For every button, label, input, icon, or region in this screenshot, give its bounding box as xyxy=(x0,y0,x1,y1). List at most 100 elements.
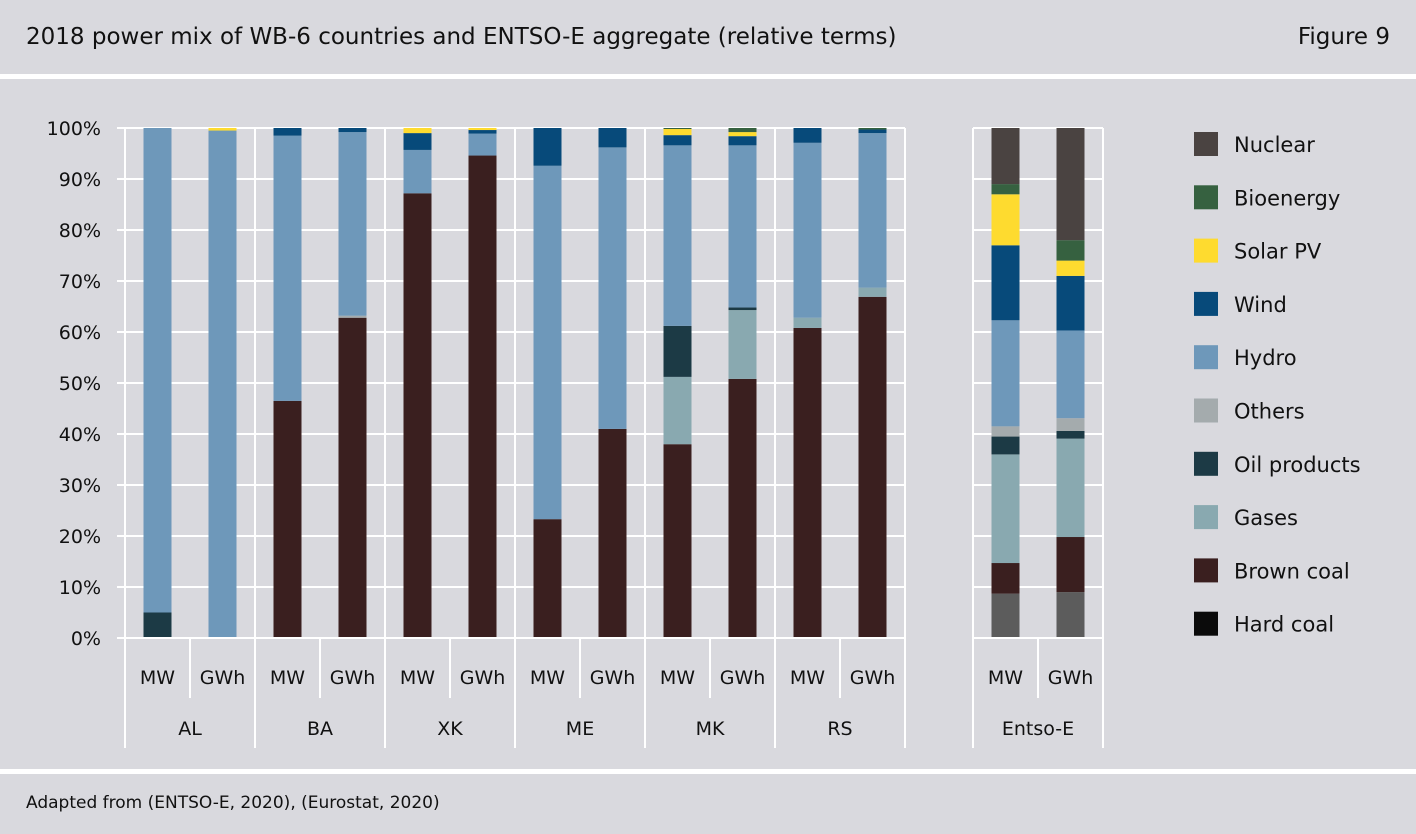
bar-segment-entso-e-gwh-hydro xyxy=(1056,330,1085,419)
legend-swatch-oil-products xyxy=(1194,451,1218,476)
bar-segment-entso-e-gwh-solar-pv xyxy=(1056,260,1085,276)
bar-segment-entso-e-mw-solar-pv xyxy=(991,194,1020,246)
bar-segment-rs-gwh-brown-coal xyxy=(858,296,887,638)
bar-segment-entso-e-gwh-oil-products xyxy=(1056,430,1085,439)
x-tick-label: GWh xyxy=(720,667,766,689)
bar-segment-ba-mw-brown-coal xyxy=(273,400,302,638)
legend-label: Nuclear xyxy=(1234,133,1315,157)
x-tick-label: MW xyxy=(660,667,695,689)
bar-segment-al-gwh-hydro xyxy=(208,130,237,639)
group-label: XK xyxy=(437,718,463,740)
legend-swatch-solar-pv xyxy=(1194,238,1218,263)
bar-segment-xk-gwh-hydro xyxy=(468,133,497,156)
bar-segment-rs-gwh-bioenergy xyxy=(858,128,887,130)
y-tick-label: 20% xyxy=(59,526,101,548)
group-label: BA xyxy=(307,718,333,740)
bar-segment-mk-mw-wind xyxy=(663,135,692,146)
bar-segment-rs-gwh-gases xyxy=(858,287,887,297)
chart-header: 2018 power mix of WB-6 countries and ENT… xyxy=(0,0,1416,74)
bar-segment-xk-gwh-solar-pv xyxy=(468,128,497,131)
legend-swatch-others xyxy=(1194,398,1218,423)
bar-segment-me-gwh-brown-coal xyxy=(598,428,627,638)
legend-label: Oil products xyxy=(1234,453,1361,477)
axes xyxy=(117,127,1104,748)
legend-swatch-hydro xyxy=(1194,345,1218,370)
y-tick-label: 40% xyxy=(59,424,101,446)
legend: Nuclear Bioenergy Solar PV Wind Hydro Others O… xyxy=(1194,132,1361,637)
bar-segment-mk-gwh-bioenergy xyxy=(728,128,757,133)
y-tick-label: 60% xyxy=(59,322,101,344)
bar-segment-rs-mw-hydro xyxy=(793,142,822,318)
bar-segment-rs-mw-brown-coal xyxy=(793,327,822,638)
bar-segment-entso-e-mw-gases xyxy=(991,454,1020,564)
y-tick-label: 90% xyxy=(59,169,101,191)
legend-swatch-nuclear xyxy=(1194,132,1218,156)
group-label: AL xyxy=(178,718,202,740)
bar-segment-ba-mw-hydro xyxy=(273,135,302,401)
bar-segment-mk-gwh-hydro xyxy=(728,145,757,308)
x-tick-label: MW xyxy=(988,667,1023,689)
bar-segment-mk-gwh-solar-pv xyxy=(728,132,757,137)
bar-segment-me-mw-hydro xyxy=(533,165,562,520)
bar-segment-entso-e-gwh-wind xyxy=(1056,275,1085,331)
legend-swatch-wind xyxy=(1194,291,1218,316)
bar-segment-me-mw-brown-coal xyxy=(533,519,562,638)
x-tick-label: GWh xyxy=(1048,667,1094,689)
legend-swatch-bioenergy xyxy=(1194,185,1218,210)
group-label: MK xyxy=(696,718,725,740)
bar-segment-xk-gwh-wind xyxy=(468,130,497,134)
bar-segment-entso-e-gwh-nuclear xyxy=(1056,128,1085,241)
legend-label: Others xyxy=(1234,400,1305,424)
x-tick-label: MW xyxy=(140,667,175,689)
bar-segment-mk-mw-oil-products xyxy=(663,325,692,377)
bar-segment-ba-mw-wind xyxy=(273,128,302,136)
bar-segment-entso-e-gwh-brown-coal xyxy=(1056,537,1085,593)
bar-segment-xk-mw-brown-coal xyxy=(403,193,432,638)
bar-segment-rs-mw-gases xyxy=(793,317,822,328)
x-tick-label: MW xyxy=(530,667,565,689)
bar-segment-entso-e-gwh-gases xyxy=(1056,438,1085,538)
legend-label: Hydro xyxy=(1234,346,1297,370)
bar-segment-al-mw-oil-products xyxy=(143,612,172,638)
group-label: RS xyxy=(827,718,852,740)
bar-segment-entso-e-mw-bioenergy xyxy=(991,184,1020,195)
legend-label: Solar PV xyxy=(1234,240,1322,264)
bar-segment-al-gwh-solar-pv xyxy=(208,128,237,131)
source-note: Adapted from (ENTSO-E, 2020), (Eurostat,… xyxy=(26,793,440,813)
chart-title: 2018 power mix of WB-6 countries and ENT… xyxy=(26,24,897,50)
y-axis-tick-labels: 0% 10% 20% 30% 40% 50% 60% 70% 80% 90% 100% xyxy=(47,118,101,650)
y-tick-label: 80% xyxy=(59,220,101,242)
bar-segment-entso-e-mw-hydro xyxy=(991,320,1020,427)
x-tick-label: MW xyxy=(270,667,305,689)
legend-label: Bioenergy xyxy=(1234,186,1340,210)
bar-segment-me-gwh-wind xyxy=(598,128,627,148)
legend-label: Brown coal xyxy=(1234,559,1350,583)
bar-segment-xk-mw-hydro xyxy=(403,149,432,194)
legend-label: Hard coal xyxy=(1234,613,1334,637)
y-tick-label: 70% xyxy=(59,271,101,293)
x-tick-label: GWh xyxy=(330,667,376,689)
x-tick-label: GWh xyxy=(590,667,636,689)
y-tick-label: 30% xyxy=(59,475,101,497)
bar-segment-ba-gwh-wind xyxy=(338,128,367,133)
bar-segment-mk-mw-gases xyxy=(663,376,692,445)
x-tick-label: GWh xyxy=(200,667,246,689)
y-tick-label: 50% xyxy=(59,373,101,395)
legend-label: Wind xyxy=(1234,293,1287,317)
legend-label: Gases xyxy=(1234,506,1298,530)
x-tick-label: MW xyxy=(790,667,825,689)
bar-segment-entso-e-mw-lignite-base xyxy=(991,593,1020,638)
bar-segment-entso-e-mw-brown-coal xyxy=(991,563,1020,594)
y-tick-label: 100% xyxy=(47,118,101,140)
x-axis-labels: MW GWh AL MW GWh BA MW GWh XK MW GWh ME MW GWh MK MW GWh… xyxy=(140,667,1093,740)
bar-segment-ba-gwh-hydro xyxy=(338,132,367,316)
footer-divider xyxy=(0,769,1416,774)
bar-segment-mk-gwh-wind xyxy=(728,136,757,146)
bar-segment-xk-mw-solar-pv xyxy=(403,128,432,134)
bar-segment-entso-e-gwh-others xyxy=(1056,418,1085,431)
bar-segment-rs-mw-wind xyxy=(793,128,822,143)
bar-segment-entso-e-gwh-lignite-base xyxy=(1056,592,1085,638)
bar-segment-entso-e-mw-nuclear xyxy=(991,128,1020,185)
bar-segment-entso-e-mw-wind xyxy=(991,245,1020,321)
bar-segment-entso-e-mw-oil-products xyxy=(991,436,1020,455)
